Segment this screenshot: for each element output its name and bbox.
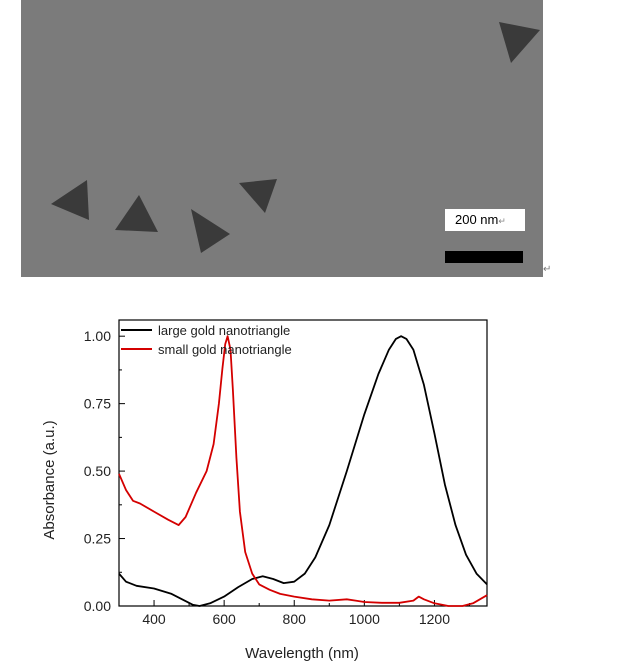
scale-bar-label: 200 nm↵ [445, 209, 525, 231]
tem-micrograph: 200 nm↵ [21, 0, 543, 277]
nanotriangle-particle [115, 195, 158, 232]
y-tick-label: 0.00 [84, 598, 111, 614]
nanotriangle-particle [51, 180, 89, 220]
paragraph-mark: ↵ [543, 264, 552, 275]
tem-particles [51, 22, 540, 253]
x-tick-label: 400 [142, 611, 166, 627]
series-line [118, 335, 488, 607]
x-axis-title: Wavelength (nm) [245, 645, 359, 661]
plot-frame [118, 319, 488, 607]
nanotriangle-particle [191, 209, 230, 253]
chart-series [118, 335, 488, 607]
scale-bar [445, 251, 523, 263]
chart-axes: 400 600 800 1000 1200 0.00 0.25 0.50 0.75 1.00 [84, 319, 488, 627]
x-tick-label: 1000 [349, 611, 380, 627]
x-tick-label: 800 [283, 611, 307, 627]
chart-legend: large gold nanotriangle small gold nanotr… [121, 323, 292, 357]
nanotriangle-particle [499, 22, 540, 63]
y-tick-label: 0.50 [84, 463, 111, 479]
nanotriangle-particle [239, 179, 277, 213]
y-tick-label: 0.75 [84, 396, 111, 412]
series-line [118, 335, 488, 607]
y-tick-label: 0.25 [84, 531, 111, 547]
x-tick-label: 1200 [419, 611, 450, 627]
legend-label: large gold nanotriangle [158, 323, 290, 338]
absorbance-chart: 400 600 800 1000 1200 0.00 0.25 0.50 0.75 1.00 la… [41, 319, 488, 661]
x-tick-label: 600 [212, 611, 236, 627]
y-axis-title: Absorbance (a.u.) [41, 420, 58, 539]
y-tick-label: 1.00 [84, 328, 111, 344]
legend-label: small gold nanotriangle [158, 342, 292, 357]
